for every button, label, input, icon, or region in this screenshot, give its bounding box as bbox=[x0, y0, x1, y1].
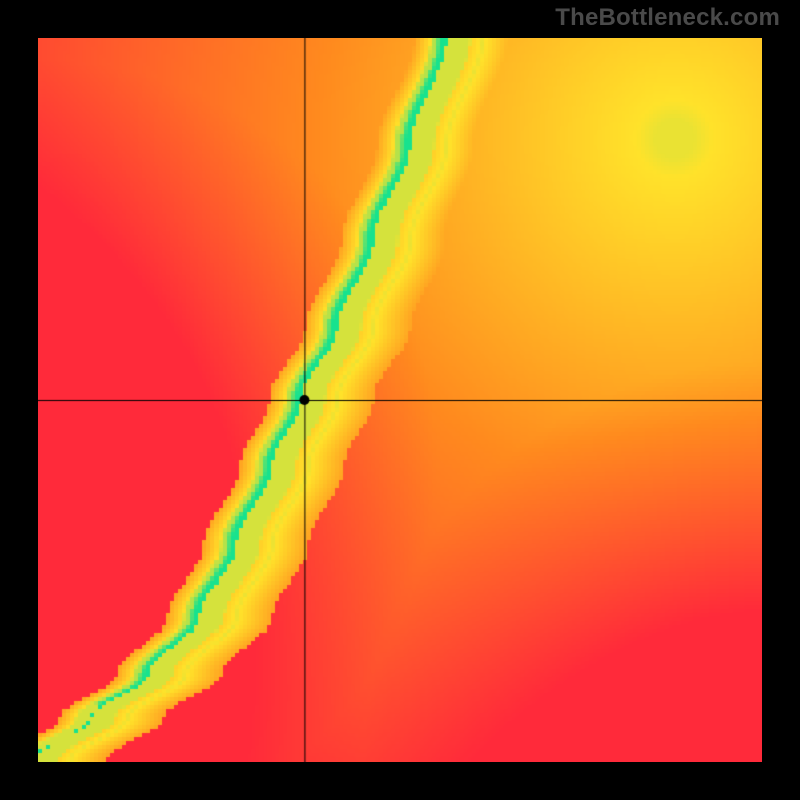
heatmap-canvas bbox=[38, 38, 762, 762]
chart-container: TheBottleneck.com bbox=[0, 0, 800, 800]
plot-area bbox=[38, 38, 762, 762]
watermark-text: TheBottleneck.com bbox=[555, 4, 780, 32]
